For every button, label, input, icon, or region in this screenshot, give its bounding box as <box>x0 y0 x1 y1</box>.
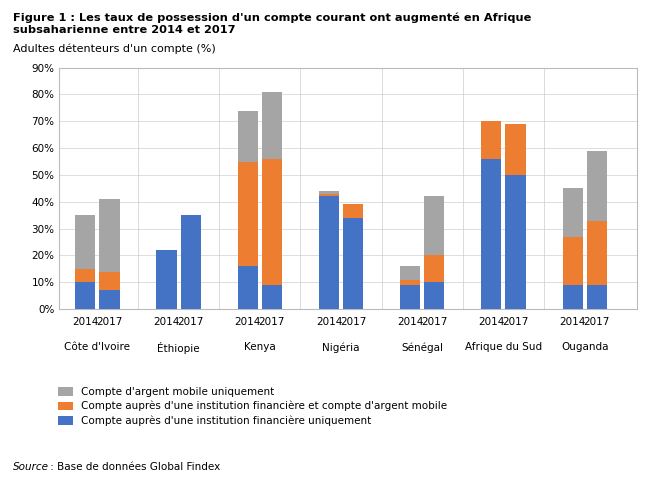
Bar <box>181 215 201 309</box>
Bar <box>343 218 363 309</box>
Bar <box>99 271 120 290</box>
Text: Figure 1 : Les taux de possession d'un compte courant ont augmenté en Afrique: Figure 1 : Les taux de possession d'un c… <box>13 12 532 23</box>
Bar <box>262 92 282 159</box>
Bar <box>587 151 607 221</box>
Text: Nigéria: Nigéria <box>322 342 360 353</box>
Text: Afrique du Sud: Afrique du Sud <box>465 342 542 353</box>
Bar <box>424 256 445 282</box>
Bar <box>424 282 445 309</box>
Text: : Base de données Global Findex: : Base de données Global Findex <box>47 462 220 472</box>
Bar <box>481 121 501 159</box>
Text: Adultes détenteurs d'un compte (%): Adultes détenteurs d'un compte (%) <box>13 43 216 54</box>
Bar <box>238 161 258 266</box>
Bar <box>319 197 339 309</box>
Bar <box>262 285 282 309</box>
Bar <box>562 237 582 285</box>
Bar <box>262 159 282 285</box>
Text: Sénégal: Sénégal <box>401 342 443 353</box>
Bar <box>506 175 526 309</box>
Bar <box>400 280 421 285</box>
Bar <box>343 204 363 218</box>
Bar <box>400 266 421 280</box>
Text: Ouganda: Ouganda <box>561 342 608 353</box>
Text: Côte d'Ivoire: Côte d'Ivoire <box>64 342 131 353</box>
Text: subsaharienne entre 2014 et 2017: subsaharienne entre 2014 et 2017 <box>13 25 235 35</box>
Bar <box>238 111 258 161</box>
Bar <box>506 124 526 175</box>
Bar <box>562 285 582 309</box>
Legend: Compte d'argent mobile uniquement, Compte auprès d'une institution financière et: Compte d'argent mobile uniquement, Compt… <box>58 387 447 426</box>
Bar <box>157 250 177 309</box>
Bar <box>587 285 607 309</box>
Bar <box>99 199 120 271</box>
Bar <box>238 266 258 309</box>
Bar <box>562 188 582 237</box>
Bar <box>99 290 120 309</box>
Bar <box>319 191 339 194</box>
Bar <box>319 194 339 197</box>
Bar <box>587 221 607 285</box>
Bar <box>481 159 501 309</box>
Bar <box>75 282 96 309</box>
Bar <box>424 197 445 256</box>
Text: Éthiopie: Éthiopie <box>157 342 200 355</box>
Bar <box>400 285 421 309</box>
Bar <box>75 215 96 269</box>
Text: Kenya: Kenya <box>244 342 276 353</box>
Bar <box>75 269 96 282</box>
Text: Source: Source <box>13 462 49 472</box>
